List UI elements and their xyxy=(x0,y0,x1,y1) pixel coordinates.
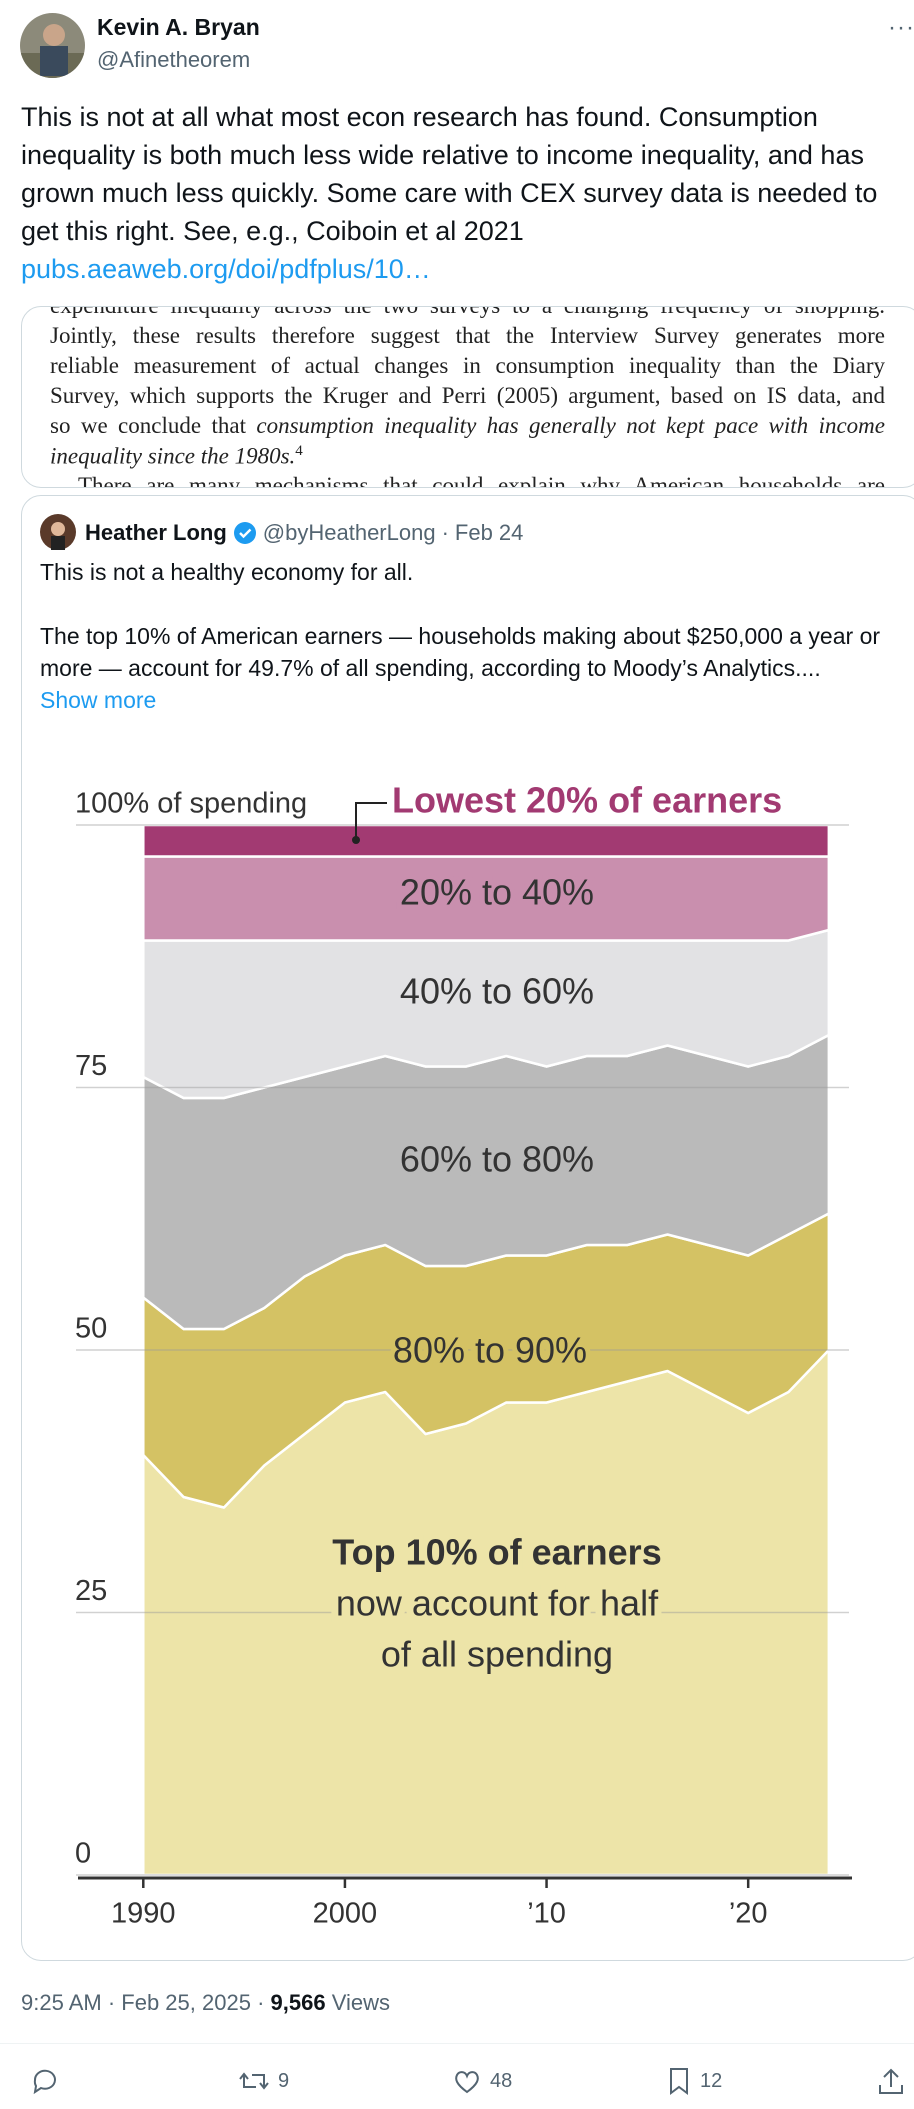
series-label: Lowest 20% of earners xyxy=(392,780,782,821)
y-tick-label: 0 xyxy=(75,1838,91,1870)
text: expenditure inequality across the two su… xyxy=(50,307,885,318)
excerpt-line: Survey, which supports the Kruger and Pe… xyxy=(50,383,885,409)
y-tick-label: 75 xyxy=(75,1050,107,1082)
leader-dot xyxy=(352,836,360,844)
bookmark-icon xyxy=(670,2068,688,2095)
separator: · xyxy=(257,1990,265,2015)
tweet-link[interactable]: pubs.aeaweb.org/doi/pdfplus/10… xyxy=(21,254,431,284)
x-tick-label: ’20 xyxy=(729,1898,768,1930)
separator: · xyxy=(441,520,449,545)
text: inequality since the 1980s. xyxy=(50,443,296,469)
y-tick-label: 25 xyxy=(75,1575,107,1607)
bookmark-count: 12 xyxy=(700,2069,723,2092)
repost-button[interactable]: 9 xyxy=(238,2066,289,2096)
excerpt-line: inequality since the 1980s.4 xyxy=(50,443,885,470)
excerpt-line: so we conclude that consumption inequali… xyxy=(50,413,885,439)
quoted-text: This is not a healthy economy for all. T… xyxy=(40,556,900,716)
area xyxy=(142,823,831,858)
quoted-name[interactable]: Heather Long xyxy=(85,520,227,545)
repost-icon xyxy=(239,2072,269,2090)
text: Survey, which supports the Kruger and Pe… xyxy=(50,383,885,408)
quoted-handle[interactable]: @byHeatherLong xyxy=(262,520,436,545)
tweet-body: This is not at all what most econ resear… xyxy=(21,102,878,246)
bookmark-button[interactable]: 12 xyxy=(666,2066,722,2096)
reply-icon xyxy=(33,2069,56,2095)
chart: 0 25 50 75 100% of spending 1990 2000 ’10 ’20 Top… xyxy=(75,780,852,1930)
author-handle[interactable]: @Afinetheorem xyxy=(97,47,251,72)
paragraph: The top 10% of American earners — househ… xyxy=(40,623,881,681)
author-avatar[interactable] xyxy=(20,13,85,78)
series-label: 40% to 60% xyxy=(400,971,594,1012)
excerpt-line: Jointly, these results therefore suggest… xyxy=(50,323,885,349)
share-button[interactable] xyxy=(876,2066,906,2096)
x-tick-label: ’10 xyxy=(527,1898,566,1930)
timestamp[interactable]: 9:25 AM · Feb 25, 2025 xyxy=(21,1990,251,2015)
y-tick-label: 50 xyxy=(75,1313,107,1345)
views-count: 9,566 xyxy=(270,1990,326,2015)
quoted-avatar[interactable] xyxy=(40,514,76,550)
paragraph: This is not a healthy economy for all. xyxy=(40,559,414,585)
annotation: now account for half xyxy=(336,1583,659,1624)
series-label: Top 10% of earners xyxy=(332,1532,661,1573)
more-menu[interactable]: ··· xyxy=(888,14,914,41)
quoted-tweet[interactable] xyxy=(21,495,914,1961)
excerpt-line: There are many mechanisms that could exp… xyxy=(50,473,885,488)
series-label: 20% to 40% xyxy=(400,872,594,913)
text: There are many mechanisms that could exp… xyxy=(78,473,885,488)
x-tick-label: 2000 xyxy=(313,1898,378,1930)
reply-button[interactable] xyxy=(30,2066,60,2096)
tweet-text: This is not at all what most econ resear… xyxy=(21,98,901,288)
text: Jointly, these results therefore suggest… xyxy=(50,323,885,348)
text: consumption inequality has generally not… xyxy=(256,413,885,438)
like-count: 48 xyxy=(490,2069,513,2092)
repost-count: 9 xyxy=(278,2069,290,2092)
like-button[interactable]: 48 xyxy=(452,2066,512,2096)
views-label: Views xyxy=(331,1990,390,2015)
footnote: 4 xyxy=(295,443,303,459)
excerpt-image[interactable]: expenditure inequality across the two su… xyxy=(21,306,914,488)
y-tick-label: 100% of spending xyxy=(75,788,307,820)
annotation: of all spending xyxy=(381,1634,613,1675)
series-label: 80% to 90% xyxy=(393,1330,587,1371)
divider xyxy=(0,2043,914,2044)
footer: 9:25 AM · Feb 25, 2025 · 9,566 Views xyxy=(21,1990,390,2016)
text: reliable measurement of actual changes i… xyxy=(50,353,885,378)
author-name[interactable]: Kevin A. Bryan xyxy=(97,14,260,40)
text: so we conclude that xyxy=(50,413,246,438)
leader-line xyxy=(355,802,387,840)
quoted-header: Heather Long @byHeatherLong · Feb 24 xyxy=(85,520,523,546)
quoted-date[interactable]: Feb 24 xyxy=(454,520,524,545)
series-label: 60% to 80% xyxy=(400,1139,594,1180)
verified-badge xyxy=(233,522,256,544)
share-icon xyxy=(879,2068,903,2094)
excerpt-line: reliable measurement of actual changes i… xyxy=(50,353,885,379)
x-tick-label: 1990 xyxy=(111,1898,176,1930)
show-more[interactable]: Show more xyxy=(40,687,157,713)
excerpt-line: expenditure inequality across the two su… xyxy=(50,307,885,319)
like-icon xyxy=(455,2071,479,2094)
